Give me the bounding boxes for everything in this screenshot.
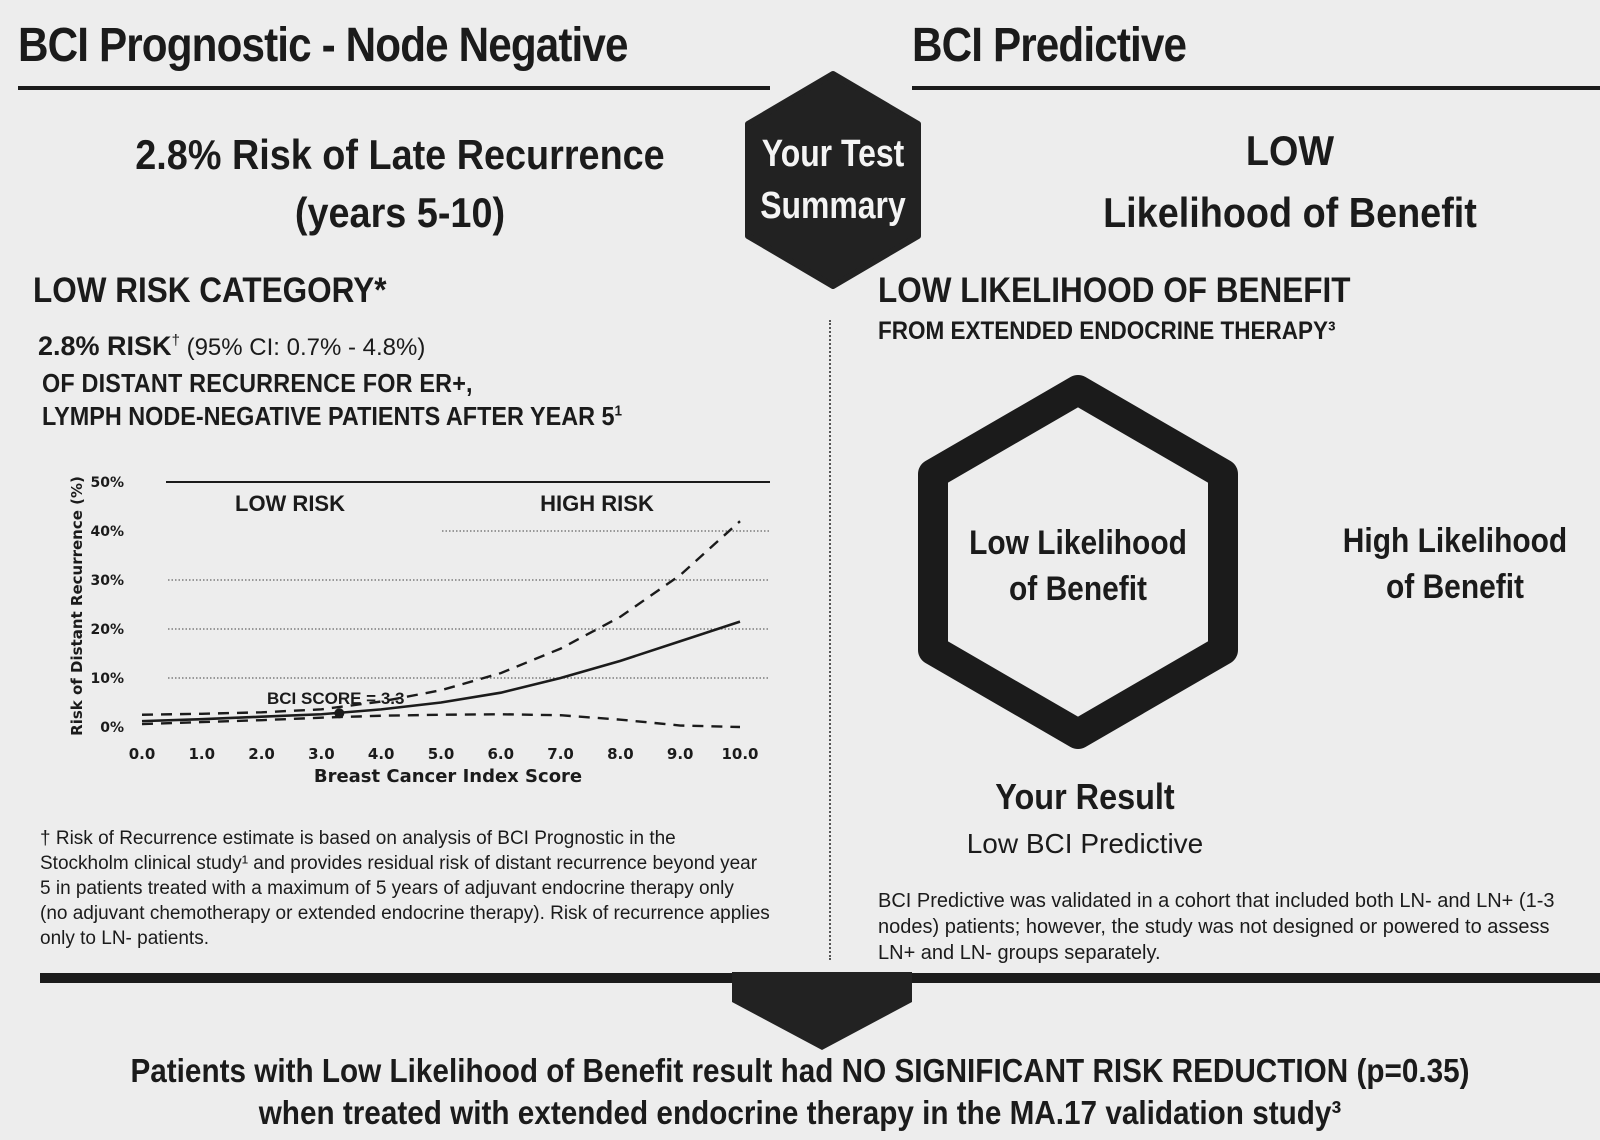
- left-footnote-line3: 5 in patients treated with a maximum of …: [40, 878, 734, 899]
- bottom-badge: [732, 972, 912, 1050]
- chart-series-line-1: [141, 620, 741, 723]
- chart-annotation: BCI SCORE = 3.3: [267, 689, 404, 708]
- chart-y-tick-label: 30%: [90, 573, 124, 589]
- chart-x-tick-label: 8.0: [607, 745, 634, 763]
- high-likelihood-label: High Likelihood of Benefit: [1320, 518, 1590, 610]
- chart-series-line-3: [141, 713, 741, 729]
- risk-dagger: †: [171, 332, 180, 349]
- left-footnote-line1: † Risk of Recurrence estimate is based o…: [40, 828, 676, 849]
- chart-y-tick-label: 10%: [90, 671, 124, 687]
- risk-category: LOW RISK CATEGORY*: [33, 271, 387, 310]
- low-likelihood-label: Low Likelihood of Benefit: [928, 520, 1228, 612]
- badge-line1: Your Test: [762, 132, 905, 174]
- column-divider: [829, 320, 831, 960]
- risk-chart: 0% 10% 20% 30% 40% 50% 0.0 1.0 2.0 3.0 4.0 5.0 6.0 7.…: [68, 475, 770, 787]
- chart-x-tick-label: 9.0: [667, 745, 694, 763]
- chart-x-tick-label: 7.0: [547, 745, 574, 763]
- bottom-statement-line1: Patients with Low Likelihood of Benefit …: [130, 1052, 1470, 1089]
- risk-ci: (95% CI: 0.7% - 4.8%): [179, 334, 426, 361]
- low-likelihood-hexagon: [918, 375, 1238, 749]
- high-likelihood-label-line1: High Likelihood: [1342, 522, 1568, 560]
- your-result-value: Low BCI Predictive: [966, 828, 1204, 859]
- chart-x-axis-label: Breast Cancer Index Score: [314, 766, 582, 787]
- chart-region-high-label: HIGH RISK: [540, 491, 654, 516]
- risk-value: 2.8% RISK: [38, 331, 172, 361]
- right-headline-line2: Likelihood of Benefit: [1103, 189, 1477, 236]
- chart-score-marker: [334, 708, 345, 719]
- left-headline-line1: 2.8% Risk of Late Recurrence: [135, 131, 665, 178]
- right-title-rule: [912, 86, 1600, 90]
- right-headline-line1: LOW: [1245, 127, 1335, 174]
- chart-grid: [166, 481, 770, 679]
- chart-ticks: 0% 10% 20% 30% 40% 50% 0.0 1.0 2.0 3.0 4.0 5.0 6.0 7.…: [90, 475, 758, 763]
- left-footnote-line4: (no adjuvant chemotherapy or extended en…: [40, 903, 770, 924]
- your-result-title: Your Result: [995, 776, 1175, 817]
- chart-series-line-2: [141, 520, 741, 716]
- badge-hexagon-shape: [745, 71, 921, 289]
- chart-x-tick-label: 2.0: [248, 745, 275, 763]
- chart-x-tick-label: 10.0: [721, 745, 758, 763]
- chart-y-tick-label: 20%: [90, 622, 124, 638]
- predictive-note-line2: nodes) patients; however, the study was …: [878, 916, 1550, 938]
- left-headline: 2.8% Risk of Late Recurrence (years 5-10…: [60, 126, 740, 242]
- high-likelihood-label-line2: of Benefit: [1386, 568, 1524, 606]
- low-likelihood-hexagon-shape: [918, 375, 1238, 749]
- badge-line2: Summary: [760, 184, 906, 226]
- chart-x-tick-label: 3.0: [308, 745, 335, 763]
- benefit-category: LOW LIKELIHOOD OF BENEFIT: [878, 271, 1351, 310]
- bottom-statement: Patients with Low Likelihood of Benefit …: [0, 1050, 1600, 1134]
- chart-series: [141, 520, 741, 729]
- chart-x-tick-label: 5.0: [428, 745, 455, 763]
- test-summary-badge: Your Test Summary: [745, 71, 921, 289]
- benefit-subcategory: FROM EXTENDED ENDOCRINE THERAPY³: [878, 317, 1336, 345]
- risk-desc-line2: LYMPH NODE-NEGATIVE PATIENTS AFTER YEAR …: [42, 401, 622, 432]
- risk-desc-line2-text: LYMPH NODE-NEGATIVE PATIENTS AFTER YEAR …: [42, 401, 615, 431]
- chart-y-axis-label: Risk of Distant Recurrence (%): [68, 476, 86, 736]
- bottom-statement-line2: when treated with extended endocrine the…: [258, 1094, 1342, 1131]
- left-footnote-line2: Stockholm clinical study¹ and provides r…: [40, 853, 758, 874]
- left-section-title: BCI Prognostic - Node Negative: [18, 19, 629, 72]
- chart-x-tick-label: 6.0: [488, 745, 515, 763]
- low-likelihood-label-line2: of Benefit: [1009, 570, 1147, 608]
- left-headline-line2: (years 5-10): [294, 189, 506, 236]
- chart-y-tick-label: 50%: [90, 475, 124, 491]
- chart-region-low-label: LOW RISK: [235, 491, 345, 516]
- predictive-note-line3: LN+ and LN- groups separately.: [878, 942, 1161, 964]
- bottom-badge-shape: [732, 972, 912, 1050]
- right-headline: LOW Likelihood of Benefit: [1000, 120, 1580, 244]
- left-title-rule: [18, 86, 770, 90]
- risk-desc-line1: OF DISTANT RECURRENCE FOR ER+,: [42, 368, 473, 398]
- left-footnote: † Risk of Recurrence estimate is based o…: [40, 826, 830, 951]
- predictive-note: BCI Predictive was validated in a cohort…: [878, 888, 1600, 966]
- left-footnote-line5: only to LN- patients.: [40, 928, 209, 949]
- chart-y-tick-label: 40%: [90, 524, 124, 540]
- low-likelihood-label-line1: Low Likelihood: [969, 524, 1187, 562]
- chart-y-tick-label: 0%: [100, 720, 124, 736]
- chart-x-tick-label: 0.0: [129, 745, 156, 763]
- chart-x-tick-label: 1.0: [189, 745, 216, 763]
- chart-x-tick-label: 4.0: [368, 745, 395, 763]
- right-section-title: BCI Predictive: [912, 19, 1187, 72]
- predictive-note-line1: BCI Predictive was validated in a cohort…: [878, 890, 1555, 912]
- risk-statement: 2.8% RISK† (95% CI: 0.7% - 4.8%): [38, 331, 425, 362]
- risk-desc-sup: 1: [614, 402, 623, 420]
